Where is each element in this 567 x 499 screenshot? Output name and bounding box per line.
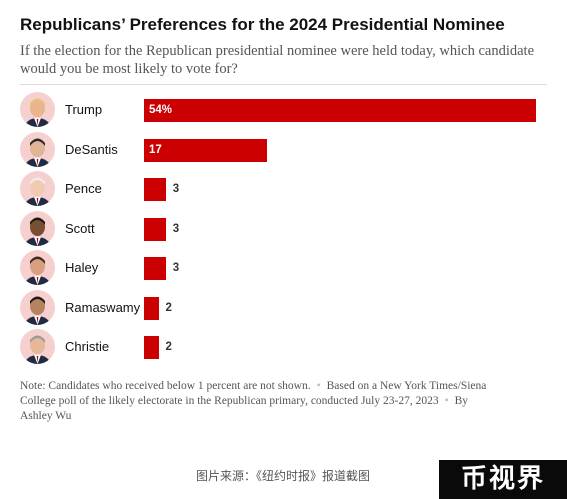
category-label-desantis: DeSantis bbox=[65, 141, 118, 157]
category-label-pence: Pence bbox=[65, 181, 102, 196]
data-label-christie: 2 bbox=[165, 341, 172, 353]
avatar-desantis bbox=[20, 131, 55, 167]
chart-subtitle: If the election for the Republican presi… bbox=[20, 43, 535, 77]
avatar-ramaswamy bbox=[20, 289, 55, 325]
chart-title: Republicans’ Preferences for the 2024 Pr… bbox=[20, 15, 505, 34]
bar-row-pence: Pence 3 bbox=[20, 171, 547, 207]
bar-desantis bbox=[144, 138, 268, 162]
bar-ramaswamy bbox=[144, 296, 159, 320]
avatar-haley bbox=[20, 250, 55, 285]
category-label-christie: Christie bbox=[65, 339, 110, 354]
data-label-pence: 3 bbox=[172, 183, 180, 195]
bar-haley bbox=[144, 257, 166, 280]
category-label-haley: Haley bbox=[65, 260, 99, 275]
note-text-1: Note: Candidates who received below 1 pe… bbox=[20, 380, 311, 392]
watermark-logo: 币视界 bbox=[439, 460, 567, 499]
bar-scott bbox=[144, 217, 166, 241]
note-text-2: Based on a New York Times/Siena College … bbox=[20, 380, 487, 407]
bar-row-scott: Scott 3 bbox=[20, 210, 547, 247]
note-text-3: By Ashley Wu bbox=[20, 395, 469, 422]
bar-row-haley: Haley 3 bbox=[20, 250, 547, 286]
category-label-scott: Scott bbox=[65, 220, 95, 236]
category-label-trump: Trump bbox=[65, 102, 103, 117]
avatar-scott bbox=[20, 210, 55, 246]
data-label-scott: 3 bbox=[172, 222, 180, 235]
note-separator-dot: • bbox=[316, 380, 321, 392]
bar-row-christie: Christie 2 bbox=[20, 329, 547, 365]
bar-christie bbox=[144, 336, 159, 359]
bar-row-trump: Trump 54% bbox=[20, 92, 547, 128]
data-label-desantis: 17 bbox=[149, 143, 162, 156]
bar-pence bbox=[144, 178, 166, 201]
image-source-caption: 图片来源：《纽约时报》报道截图 bbox=[196, 469, 371, 483]
chart-note: Note: Candidates who received below 1 pe… bbox=[20, 379, 490, 424]
data-label-ramaswamy: 2 bbox=[165, 301, 172, 314]
bar-row-ramaswamy: Ramaswamy 2 bbox=[20, 289, 547, 326]
note-separator-dot: • bbox=[444, 395, 449, 407]
data-label-haley: 3 bbox=[172, 262, 180, 274]
avatar-trump bbox=[20, 92, 55, 127]
avatar-christie bbox=[20, 329, 55, 364]
data-label-trump: 54% bbox=[149, 104, 173, 116]
category-label-ramaswamy: Ramaswamy bbox=[65, 299, 141, 315]
bar-row-desantis: DeSantis 17 bbox=[20, 131, 547, 168]
bar-trump bbox=[144, 99, 536, 122]
header-divider bbox=[20, 84, 547, 85]
avatar-pence bbox=[20, 171, 55, 206]
